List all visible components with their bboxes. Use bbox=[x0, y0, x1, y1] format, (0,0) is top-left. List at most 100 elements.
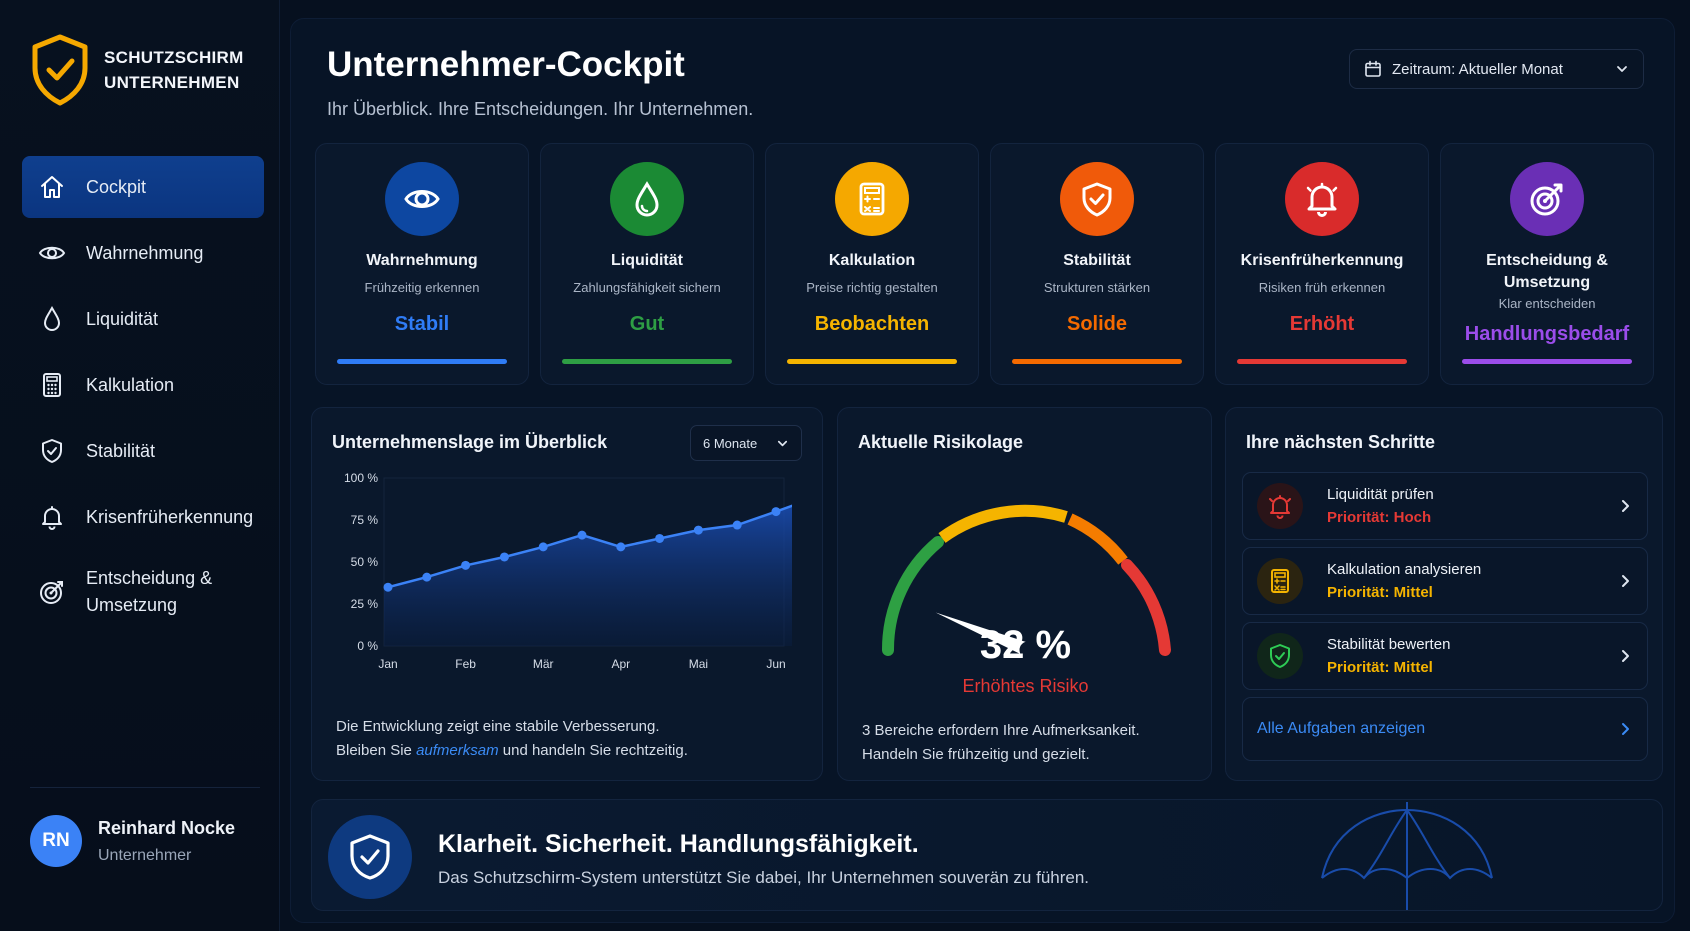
sidebar-item-entscheidung[interactable]: Entscheidung & Umsetzung bbox=[22, 552, 264, 632]
user-profile[interactable]: RN Reinhard Nocke Unternehmer bbox=[30, 815, 235, 867]
chart-area bbox=[384, 505, 792, 646]
gauge-needle bbox=[935, 612, 1031, 657]
kpi-name-line-1: Entscheidung & bbox=[1486, 252, 1608, 269]
chart-point bbox=[461, 560, 471, 570]
all-tasks-label: Alle Aufgaben anzeigen bbox=[1257, 720, 1426, 737]
kpi-card-liquiditaet[interactable]: Liquidität Zahlungsfähigkeit sichern Gut bbox=[540, 143, 754, 385]
gauge-segment-green bbox=[881, 536, 944, 656]
sidebar-item-stabilitaet[interactable]: Stabilität bbox=[22, 420, 264, 482]
sidebar-item-liquiditaet[interactable]: Liquidität bbox=[22, 288, 264, 350]
x-tick-label: Mär bbox=[533, 657, 554, 671]
kpi-card-krisenfrueherkennung[interactable]: Krisenfrüherkennung Risiken früh erkenne… bbox=[1215, 143, 1429, 385]
chevron-right-icon bbox=[1622, 500, 1629, 512]
sidebar-item-label: Krisenfrüherkennung bbox=[86, 506, 254, 527]
kpi-cards: Wahrnehmung Frühzeitig erkennen Stabil L… bbox=[315, 143, 1675, 387]
kpi-card-stabilitaet[interactable]: Stabilität Strukturen stärken Solide bbox=[990, 143, 1204, 385]
calculator-icon bbox=[36, 369, 68, 401]
umbrella-icon bbox=[1321, 802, 1493, 910]
all-tasks-link[interactable]: Alle Aufgaben anzeigen bbox=[1242, 697, 1648, 761]
shield-logo-icon bbox=[32, 34, 88, 106]
kpi-card-entscheidung[interactable]: Entscheidung & Umsetzung Klar entscheide… bbox=[1440, 143, 1654, 385]
home-icon bbox=[36, 171, 68, 203]
chart-point bbox=[499, 552, 509, 562]
risk-label: Erhöhtes Risiko bbox=[962, 676, 1089, 696]
kpi-name: Wahrnehmung bbox=[366, 252, 478, 269]
y-tick-label: 50 % bbox=[351, 555, 379, 569]
step-title: Liquidität prüfen bbox=[1327, 486, 1434, 503]
overview-note: Die Entwicklung zeigt eine stabile Verbe… bbox=[336, 715, 688, 763]
kpi-status-bar bbox=[337, 359, 507, 364]
sidebar-item-cockpit[interactable]: Cockpit bbox=[22, 156, 264, 218]
shield-check-icon bbox=[1060, 162, 1134, 236]
chevron-right-icon bbox=[1622, 575, 1629, 587]
brand[interactable]: SCHUTZSCHIRM UNTERNEHMEN bbox=[30, 34, 244, 106]
y-tick-label: 100 % bbox=[344, 471, 378, 485]
kpi-description: Strukturen stärken bbox=[1043, 280, 1151, 295]
bottom-banner: Klarheit. Sicherheit. Handlungsfähigkeit… bbox=[311, 799, 1663, 911]
risk-panel: Aktuelle Risikolage 32 % Erhöhtes Risiko… bbox=[837, 407, 1212, 781]
kpi-name: Kalkulation bbox=[828, 252, 916, 269]
overview-note-line-2: Bleiben Sie aufmerksam und handeln Sie r… bbox=[336, 739, 688, 763]
shield-check-icon bbox=[328, 815, 412, 899]
sidebar-item-label: Liquidität bbox=[86, 308, 159, 329]
range-select-value: 6 Monate bbox=[703, 435, 758, 451]
kpi-status-bar bbox=[787, 359, 957, 364]
sidebar-item-kalkulation[interactable]: Kalkulation bbox=[22, 354, 264, 416]
brand-line-1: SCHUTZSCHIRM bbox=[104, 48, 244, 67]
y-tick-label: 25 % bbox=[351, 597, 379, 611]
sidebar-item-label: Stabilität bbox=[86, 440, 156, 461]
range-select[interactable]: 6 Monate bbox=[690, 425, 802, 461]
period-select[interactable]: Zeitraum: Aktueller Monat bbox=[1349, 49, 1644, 89]
risk-value: 32 % bbox=[979, 623, 1072, 667]
kpi-name: Stabilität bbox=[1063, 252, 1131, 269]
sidebar-item-label: Wahrnehmung bbox=[86, 242, 204, 263]
step-priority: Priorität: Mittel bbox=[1327, 659, 1433, 676]
steps-list: Liquidität prüfen Priorität: Hoch Kalkul… bbox=[1242, 472, 1648, 768]
note-emphasis: aufmerksam bbox=[416, 742, 499, 759]
kpi-description: Frühzeitig erkennen bbox=[364, 280, 480, 295]
bell-icon bbox=[1285, 162, 1359, 236]
risk-title: Aktuelle Risikolage bbox=[858, 432, 1024, 452]
chevron-right-icon bbox=[1622, 650, 1629, 662]
chevron-down-icon bbox=[777, 440, 788, 446]
page-subtitle: Ihr Überblick. Ihre Entscheidungen. Ihr … bbox=[327, 99, 754, 119]
chart-point bbox=[693, 525, 703, 535]
droplet-icon bbox=[36, 303, 68, 335]
step-priority: Priorität: Hoch bbox=[1327, 509, 1432, 526]
kpi-status: Gut bbox=[629, 313, 665, 335]
step-liquiditaet[interactable]: Liquidität prüfen Priorität: Hoch bbox=[1242, 472, 1648, 540]
overview-note-line-1: Die Entwicklung zeigt eine stabile Verbe… bbox=[336, 718, 660, 735]
shield-check-icon bbox=[1257, 633, 1303, 679]
kpi-status: Handlungsbedarf bbox=[1464, 323, 1630, 345]
kpi-status: Stabil bbox=[394, 313, 450, 335]
kpi-status: Solide bbox=[1066, 313, 1127, 335]
chevron-right-icon bbox=[1622, 723, 1629, 735]
kpi-card-wahrnehmung[interactable]: Wahrnehmung Frühzeitig erkennen Stabil bbox=[315, 143, 529, 385]
user-name: Reinhard Nocke bbox=[98, 817, 236, 838]
gauge-segment-orange bbox=[1067, 513, 1128, 565]
kpi-status-bar bbox=[1462, 359, 1632, 364]
kpi-description: Klar entscheiden bbox=[1498, 296, 1596, 311]
step-kalkulation[interactable]: Kalkulation analysieren Priorität: Mitte… bbox=[1242, 547, 1648, 615]
step-priority: Priorität: Mittel bbox=[1327, 584, 1433, 601]
chart-point bbox=[577, 530, 587, 540]
kpi-card-kalkulation[interactable]: Kalkulation Preise richtig gestalten Beo… bbox=[765, 143, 979, 385]
user-role: Unternehmer bbox=[98, 846, 192, 864]
target-icon bbox=[36, 576, 68, 608]
sidebar-item-wahrnehmung[interactable]: Wahrnehmung bbox=[22, 222, 264, 284]
sidebar-divider bbox=[30, 787, 260, 788]
droplet-icon bbox=[610, 162, 684, 236]
main-content: Unternehmer-Cockpit Ihr Überblick. Ihre … bbox=[290, 18, 1675, 923]
brand-name: SCHUTZSCHIRM UNTERNEHMEN bbox=[104, 45, 244, 95]
steps-panel: Ihre nächsten Schritte Liquidität prüfen… bbox=[1225, 407, 1663, 781]
sidebar-item-krisenfrueherkennung[interactable]: Krisenfrüherkennung bbox=[22, 486, 264, 548]
sidebar-item-label-line-1: Entscheidung & bbox=[86, 568, 213, 588]
step-stabilitaet[interactable]: Stabilität bewerten Priorität: Mittel bbox=[1242, 622, 1648, 690]
x-tick-label: Jan bbox=[378, 657, 397, 671]
kpi-description: Preise richtig gestalten bbox=[806, 280, 938, 295]
x-tick-label: Mai bbox=[689, 657, 708, 671]
banner-subtitle: Das Schutzschirm-System unterstützt Sie … bbox=[438, 868, 1090, 887]
sidebar-item-label: Entscheidung & Umsetzung bbox=[86, 565, 212, 619]
page-title: Unternehmer-Cockpit bbox=[327, 45, 685, 84]
calendar-icon bbox=[1365, 60, 1381, 77]
